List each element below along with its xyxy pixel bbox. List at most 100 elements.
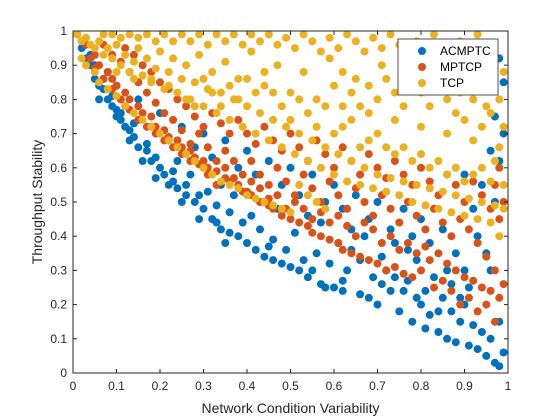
point-tcp-136 — [382, 143, 391, 152]
point-tcp-151 — [499, 122, 508, 131]
point-tcp-216 — [399, 102, 408, 111]
point-tcp-105 — [112, 92, 121, 100]
point-tcp-78 — [412, 180, 421, 189]
point-mptcp-57 — [490, 266, 499, 275]
x-tick-label: 0 — [70, 379, 77, 393]
point-tcp-90 — [464, 194, 473, 203]
point-mptcp-78 — [308, 184, 317, 193]
point-tcp-119 — [234, 184, 243, 193]
y-tick-label: 0.3 — [50, 263, 67, 277]
point-tcp-227 — [199, 74, 208, 83]
point-mptcp-137 — [225, 129, 234, 138]
point-acmptc-45 — [303, 273, 312, 282]
data-points — [73, 30, 508, 371]
point-tcp-55 — [312, 95, 321, 104]
point-tcp-228 — [208, 88, 217, 97]
point-tcp-176 — [299, 30, 308, 39]
point-mptcp-36 — [334, 239, 343, 247]
y-tick-label: 0.1 — [50, 332, 67, 346]
point-tcp-230 — [225, 81, 234, 90]
point-acmptc-32 — [212, 218, 221, 227]
point-acmptc-133 — [403, 245, 412, 254]
point-acmptc-42 — [277, 259, 286, 268]
point-tcp-5 — [95, 37, 104, 46]
point-tcp-115 — [199, 163, 208, 172]
point-mptcp-159 — [412, 249, 421, 258]
point-acmptc-154 — [421, 286, 430, 295]
legend-box — [397, 38, 499, 96]
point-tcp-56 — [316, 163, 325, 172]
point-acmptc-135 — [377, 252, 386, 261]
point-acmptc-156 — [386, 286, 395, 295]
point-tcp-71 — [382, 187, 391, 196]
point-mptcp-130 — [286, 129, 295, 138]
point-mptcp-32 — [303, 221, 312, 230]
point-tcp-32 — [212, 109, 221, 118]
point-tcp-61 — [338, 102, 347, 111]
point-tcp-197 — [116, 33, 125, 42]
point-acmptc-66 — [434, 328, 443, 336]
point-mptcp-106 — [495, 163, 504, 172]
point-acmptc-136 — [360, 232, 369, 241]
point-mptcp-118 — [390, 157, 399, 165]
point-mptcp-147 — [138, 61, 147, 70]
point-acmptc-40 — [264, 242, 273, 251]
point-acmptc-130 — [443, 266, 452, 275]
point-mptcp-39 — [356, 252, 365, 261]
point-mptcp-30 — [286, 215, 295, 224]
point-tcp-4 — [90, 44, 99, 53]
point-acmptc-104 — [264, 157, 273, 165]
point-tcp-102 — [90, 68, 99, 76]
point-mptcp-153 — [464, 293, 473, 302]
point-tcp-132 — [347, 115, 356, 124]
point-tcp-96 — [490, 201, 499, 210]
point-acmptc-148 — [186, 170, 195, 179]
point-tcp-206 — [312, 122, 321, 131]
point-tcp-62 — [343, 177, 352, 186]
point-mptcp-111 — [451, 180, 460, 189]
x-tick-label: 0.6 — [326, 379, 343, 393]
point-tcp-223 — [460, 115, 469, 124]
point-tcp-31 — [208, 68, 217, 76]
point-mptcp-157 — [430, 283, 438, 292]
point-mptcp-3 — [103, 68, 112, 76]
point-mptcp-151 — [473, 307, 482, 316]
point-tcp-143 — [443, 170, 452, 179]
point-tcp-46 — [273, 61, 282, 70]
point-mptcp-34 — [316, 232, 325, 241]
point-tcp-138 — [399, 143, 408, 152]
point-tcp-77 — [408, 198, 417, 206]
series-acmptc — [77, 44, 508, 371]
point-acmptc-34 — [225, 228, 234, 237]
point-tcp-145 — [460, 177, 469, 186]
point-mptcp-8 — [134, 102, 143, 111]
point-tcp-137 — [390, 150, 399, 159]
point-acmptc-15 — [125, 136, 134, 145]
point-mptcp-4 — [108, 74, 117, 83]
point-acmptc-60 — [399, 286, 408, 295]
point-tcp-95 — [486, 218, 495, 227]
point-tcp-7 — [103, 44, 112, 53]
point-mptcp-9 — [138, 109, 147, 118]
legend-label-acmptc: ACMPTC — [440, 44, 491, 58]
point-mptcp-138 — [216, 119, 225, 128]
point-acmptc-94 — [373, 198, 382, 206]
point-mptcp-88 — [221, 146, 230, 155]
point-mptcp-163 — [377, 239, 386, 247]
y-tick-label: 0 — [60, 366, 67, 380]
point-mptcp-46 — [417, 266, 425, 275]
point-tcp-231 — [234, 95, 243, 104]
point-acmptc-50 — [338, 286, 347, 295]
point-acmptc-64 — [421, 324, 430, 333]
point-acmptc-26 — [182, 191, 191, 200]
point-tcp-161 — [430, 30, 438, 39]
point-tcp-222 — [451, 109, 460, 118]
point-tcp-11 — [121, 50, 130, 59]
point-tcp-21 — [164, 68, 173, 76]
point-acmptc-39 — [260, 252, 269, 261]
point-acmptc-145 — [229, 191, 238, 200]
series-tcp — [73, 30, 508, 241]
point-tcp-16 — [142, 54, 151, 63]
point-acmptc-171 — [169, 167, 178, 176]
point-tcp-54 — [308, 136, 317, 145]
